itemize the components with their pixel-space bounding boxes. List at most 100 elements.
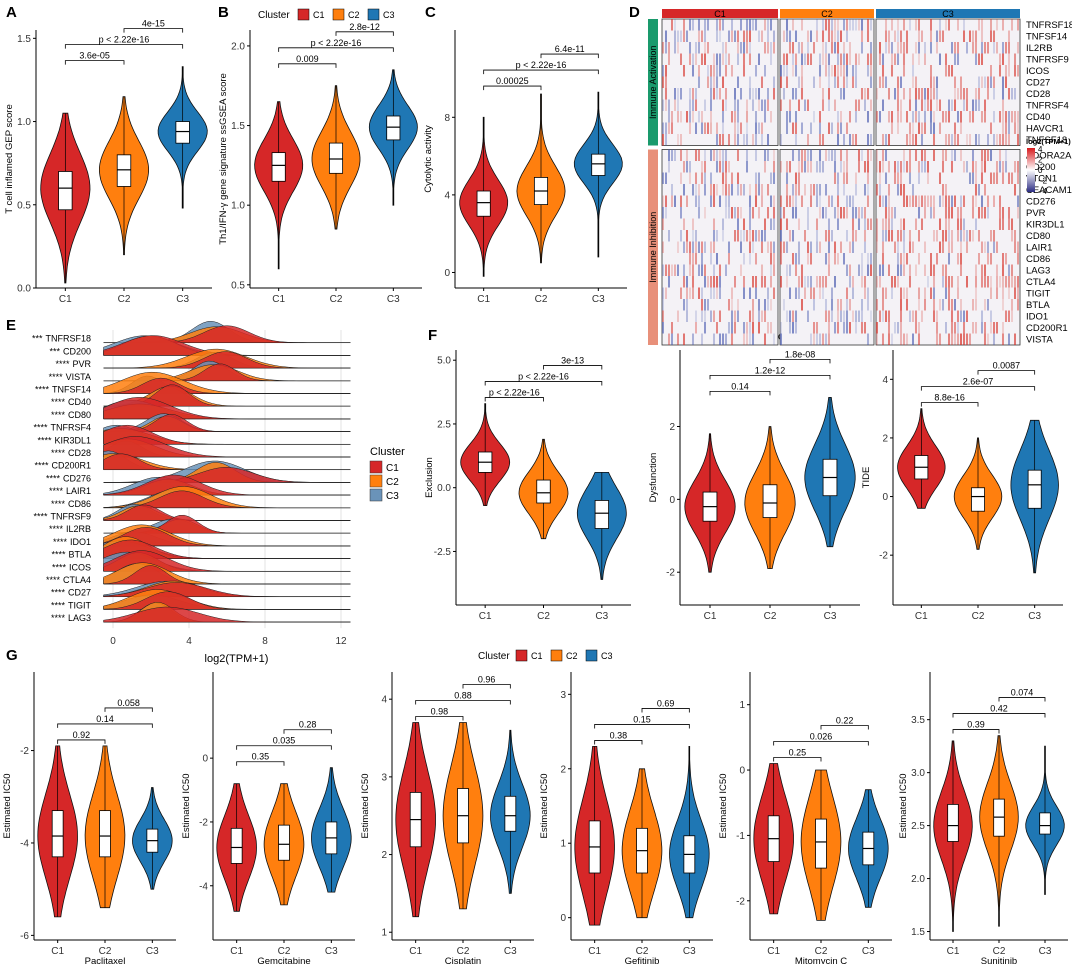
heatmap-cell [972,207,974,219]
heatmap-cell [903,241,905,253]
heatmap-cell [822,333,824,345]
heatmap-cell [915,264,917,276]
heatmap-cell [831,230,833,242]
heatmap-cell [888,161,890,173]
heatmap-cell [939,299,941,311]
heatmap-cell [978,19,980,31]
heatmap-cell [861,276,863,288]
heatmap-cell [1008,42,1010,54]
heatmap-cell [879,310,881,322]
significance-stars: **** [35,385,50,395]
heatmap-cell [801,42,803,54]
comparison-bracket [483,85,542,91]
heatmap-cell [807,241,809,253]
heatmap-cell [891,230,893,242]
heatmap-cell [846,30,848,42]
heatmap-cell [822,276,824,288]
heatmap-cell [906,299,908,311]
y-axis-label: Cytolytic activity [423,125,434,193]
heatmap-cell [674,99,676,111]
heatmap-cell [882,134,884,146]
heatmap-cell [798,218,800,230]
heatmap-cell [792,149,794,161]
ridge-density-c1 [103,550,351,572]
heatmap-gene-label: IL2RB [1026,43,1052,54]
y-tick-label: -6 [20,931,29,942]
significance-stars: **** [51,550,66,560]
heatmap-cell [674,88,676,100]
heatmap-cell [960,207,962,219]
heatmap-cell [885,230,887,242]
heatmap-cell [852,19,854,31]
column-label: C3 [942,9,954,19]
comparison-bracket [709,390,771,396]
heatmap-cell [933,299,935,311]
heatmap-cell [761,76,763,88]
heatmap-cell [674,42,676,54]
heatmap-cell [912,65,914,77]
heatmap-cell [828,333,830,345]
heatmap-cell [945,19,947,31]
ridge-density-c1 [103,424,351,445]
heatmap-cell [828,53,830,65]
heatmap-cell [767,134,769,146]
heatmap-cell [740,122,742,134]
y-tick-label: 4 [882,375,888,386]
heatmap-cell [737,299,739,311]
heatmap-cell [683,276,685,288]
heatmap-cell [810,53,812,65]
ridge-row-label: **** IDO1 [53,537,91,547]
heatmap-cell [849,134,851,146]
ridge-row-label: **** PVR [55,359,91,369]
x-axis-label: Sunitinib [981,956,1017,964]
heatmap-cell [903,333,905,345]
heatmap-cell [789,310,791,322]
heatmap-cell [969,111,971,123]
heatmap-cell [1002,42,1004,54]
heatmap-cell [954,195,956,207]
heatmap-cell [990,230,992,242]
heatmap-cell [876,299,878,311]
heatmap-cell [903,19,905,31]
legend-swatch-c3 [367,8,380,21]
heatmap-cell [843,53,845,65]
heatmap-cell [704,99,706,111]
heatmap-cell [930,111,932,123]
heatmap-cell [903,149,905,161]
heatmap-cell [713,241,715,253]
legend-top: Cluster C1 C2 C3 [258,8,395,21]
heatmap-cell [692,253,694,265]
heatmap-cell [807,161,809,173]
y-tick-label: 0 [444,268,450,279]
heatmap-cell [773,149,775,161]
heatmap-cell [1014,241,1016,253]
heatmap-legend-title: log2(TPM+1) [1026,137,1071,146]
heatmap-cell [665,65,667,77]
y-tick-label: 2.5 [911,821,925,832]
heatmap-cell [758,322,760,334]
heatmap-cell [867,111,869,123]
column-annotation-c3 [876,9,1020,18]
heatmap-cell [722,161,724,173]
ridge-density-c1 [103,606,351,623]
ridge-density-c1 [103,527,351,547]
heatmap-cell [668,230,670,242]
heatmap-cell [951,134,953,146]
heatmap-cell [960,195,962,207]
heatmap-cell [918,30,920,42]
heatmap-cell [701,333,703,345]
heatmap-cell [834,30,836,42]
heatmap-cell [810,184,812,196]
heatmap-cell [999,218,1001,230]
heatmap-cell [725,172,727,184]
heatmap-cell [828,88,830,100]
heatmap-cell [1008,207,1010,219]
heatmap-cell [948,134,950,146]
heatmap-cell [858,161,860,173]
heatmap-cell [767,322,769,334]
heatmap-cell [1017,42,1019,54]
y-axis-label: Estimated IC50 [539,774,550,839]
heatmap-cell [903,230,905,242]
